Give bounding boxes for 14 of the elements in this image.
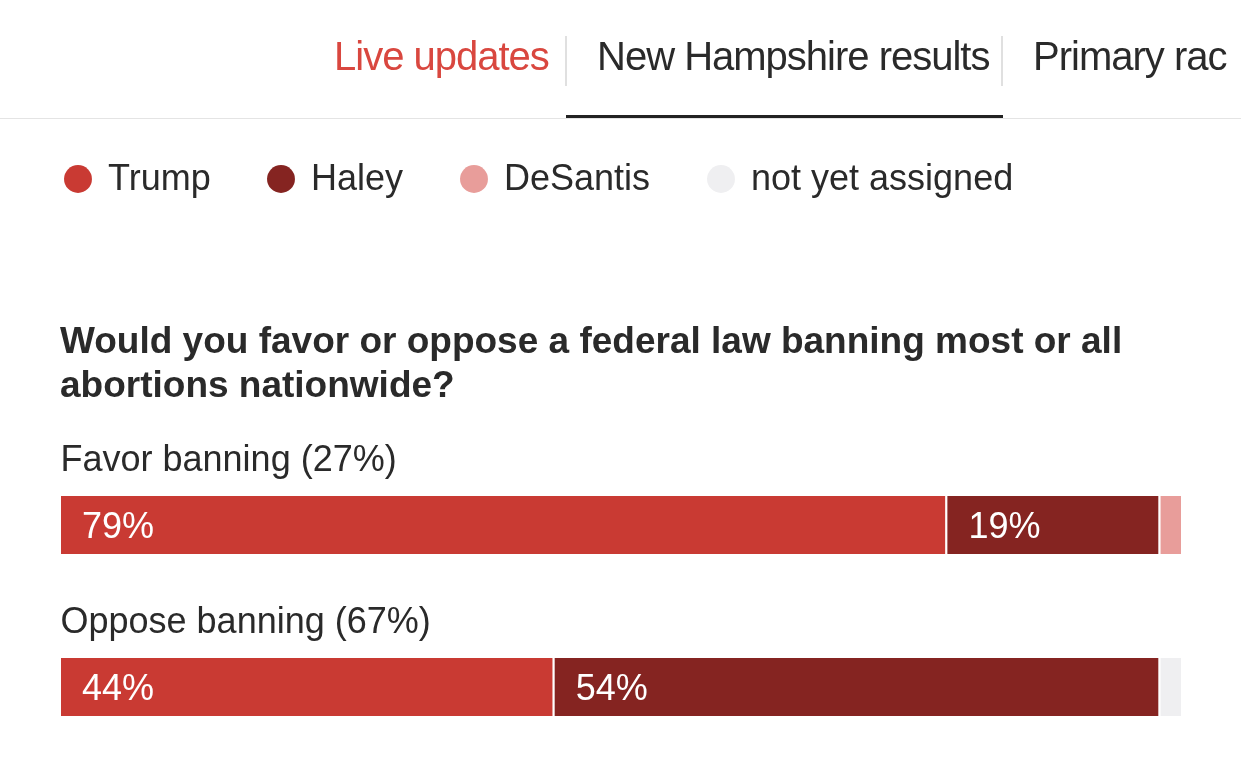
chart-title: Would you favor or oppose a federal law banning most or all abortions nationwide? (60, 320, 1123, 405)
text: Primary rac (1033, 34, 1227, 79)
y-tick-label: Oppose banning (67%) (60, 600, 431, 642)
legend-label: DeSantis (504, 157, 651, 198)
text: New Hampshire results (597, 34, 990, 79)
legend-label: Haley (311, 157, 404, 198)
legend-label: not yet assigned (751, 157, 1014, 198)
data-label: 19% (968, 504, 1041, 546)
data-label: 79% (82, 504, 155, 546)
text: Live updates (334, 34, 549, 79)
data-label: 44% (82, 667, 155, 709)
data-label: 54% (575, 667, 648, 709)
y-tick-label: Favor banning (27%) (60, 437, 397, 479)
legend-label: Trump (108, 157, 211, 198)
